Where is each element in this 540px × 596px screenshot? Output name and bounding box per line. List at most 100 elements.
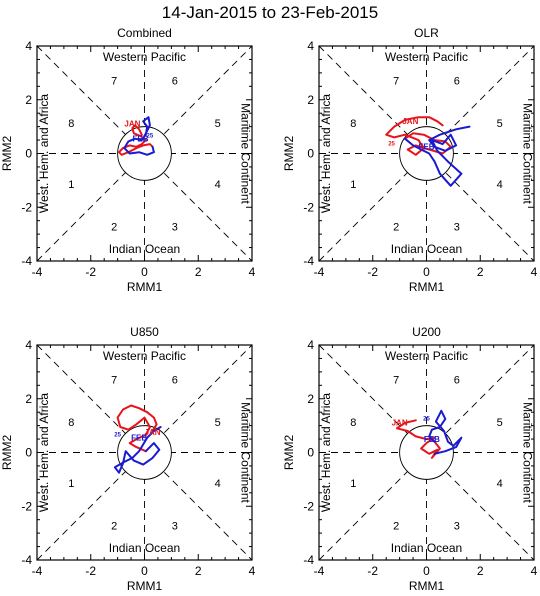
diagonal-line [36, 45, 253, 262]
x-axis-label: RMM1 [127, 579, 163, 593]
y-tick-label: -4 [303, 553, 314, 567]
series-jan-line [395, 419, 441, 459]
phase-number-4: 4 [497, 478, 503, 490]
trajectory-label: 25 [423, 416, 430, 422]
x-tick-label: -4 [314, 265, 325, 279]
region-label-bottom: Indian Ocean [391, 541, 462, 555]
x-tick-label: 4 [531, 265, 538, 279]
panel-u850: U850 1 2 3 4 5 6 7 8 Western Pacific Indian Ocean W… [0, 325, 256, 593]
phase-number-8: 8 [68, 417, 74, 429]
phase-number-3: 3 [454, 222, 460, 234]
y-tick-label: -4 [21, 254, 32, 268]
x-tick-label: -2 [367, 265, 378, 279]
trajectory-label: JAN [392, 419, 408, 428]
unit-circle [117, 425, 172, 480]
trajectory-label: FEB [419, 142, 435, 151]
trajectory-label: FEB [132, 134, 148, 143]
phase-number-1: 1 [68, 179, 74, 191]
trajectory-label: JAN [124, 120, 140, 129]
phase-number-7: 7 [111, 75, 117, 87]
y-tick-label: -2 [21, 200, 32, 214]
phase-number-8: 8 [350, 417, 356, 429]
diagonal-line [318, 344, 535, 561]
phase-number-4: 4 [215, 179, 221, 191]
trajectory-label: FEB [424, 435, 440, 444]
phase-number-5: 5 [497, 118, 503, 130]
x-tick-label: 0 [423, 564, 430, 578]
panel-combined: Combined 1 2 3 4 5 6 7 8 Western Pacific Indian Oc… [0, 26, 256, 294]
diagonal-line [36, 344, 253, 561]
phase-number-6: 6 [454, 75, 460, 87]
phase-number-2: 2 [393, 521, 399, 533]
phase-number-2: 2 [111, 521, 117, 533]
region-label-right: Maritime Continent [238, 103, 252, 204]
series-feb-line [123, 116, 155, 156]
region-label-top: Western Pacific [385, 349, 468, 363]
x-tick-label: -4 [314, 564, 325, 578]
phase-number-4: 4 [497, 179, 503, 191]
series-jan-line [116, 404, 158, 453]
y-tick-label: 0 [307, 446, 314, 460]
phase-number-3: 3 [172, 521, 178, 533]
x-tick-label: 2 [195, 265, 202, 279]
x-tick-label: -4 [32, 265, 43, 279]
phase-number-1: 1 [350, 179, 356, 191]
phase-number-5: 5 [215, 118, 221, 130]
y-tick-label: 0 [307, 147, 314, 161]
y-tick-label: -2 [21, 499, 32, 513]
region-label-bottom: Indian Ocean [391, 242, 462, 256]
x-tick-label: 0 [141, 265, 148, 279]
x-axis-label: RMM1 [409, 280, 445, 294]
x-tick-label: -2 [367, 564, 378, 578]
phase-number-6: 6 [172, 75, 178, 87]
series-feb-line [404, 125, 471, 187]
diagonal-line [318, 344, 535, 561]
diagonal-line [36, 45, 253, 262]
x-tick-label: 4 [249, 265, 256, 279]
y-axis-label: RMM2 [0, 136, 14, 172]
x-tick-label: 2 [477, 265, 484, 279]
region-label-top: Western Pacific [385, 50, 468, 64]
y-tick-label: 2 [25, 392, 32, 406]
region-label-right: Maritime Continent [238, 402, 252, 503]
trajectory-label: JAN [145, 428, 161, 437]
x-tick-label: 2 [195, 564, 202, 578]
phase-number-4: 4 [215, 478, 221, 490]
phase-number-8: 8 [68, 118, 74, 130]
unit-circle [399, 126, 454, 181]
y-tick-label: 4 [307, 39, 314, 53]
x-axis-label: RMM1 [127, 280, 163, 294]
phase-number-2: 2 [393, 222, 399, 234]
region-label-right: Maritime Continent [520, 103, 534, 204]
region-label-right: Maritime Continent [520, 402, 534, 503]
y-tick-label: -2 [303, 499, 314, 513]
y-tick-label: -4 [21, 553, 32, 567]
panel-u200: U200 1 2 3 4 5 6 7 8 Western Pacific Indian Ocean W… [282, 325, 538, 593]
phase-number-7: 7 [393, 374, 399, 386]
y-tick-label: 2 [307, 392, 314, 406]
y-axis-label: RMM2 [0, 435, 14, 471]
phase-number-5: 5 [497, 417, 503, 429]
phase-number-2: 2 [111, 222, 117, 234]
series-feb-line [428, 409, 463, 455]
panel-title: U200 [412, 325, 441, 339]
phase-number-1: 1 [350, 478, 356, 490]
figure-title: 14-Jan-2015 to 23-Feb-2015 [162, 3, 378, 22]
x-tick-label: 0 [141, 564, 148, 578]
panel-title: U850 [130, 325, 159, 339]
y-tick-label: 2 [25, 93, 32, 107]
series-jan-line [118, 124, 154, 156]
x-tick-label: -2 [85, 265, 96, 279]
x-tick-label: 4 [249, 564, 256, 578]
x-tick-label: -4 [32, 564, 43, 578]
region-label-top: Western Pacific [103, 349, 186, 363]
x-tick-label: 4 [531, 564, 538, 578]
series-jan-line [385, 116, 452, 156]
phase-number-1: 1 [68, 478, 74, 490]
region-label-bottom: Indian Ocean [109, 541, 180, 555]
region-label-left: West. Hem. and Africa [319, 393, 333, 512]
phase-number-3: 3 [454, 521, 460, 533]
panel-title: Combined [117, 26, 172, 40]
region-label-bottom: Indian Ocean [109, 242, 180, 256]
trajectory-label: 25 [388, 141, 395, 147]
